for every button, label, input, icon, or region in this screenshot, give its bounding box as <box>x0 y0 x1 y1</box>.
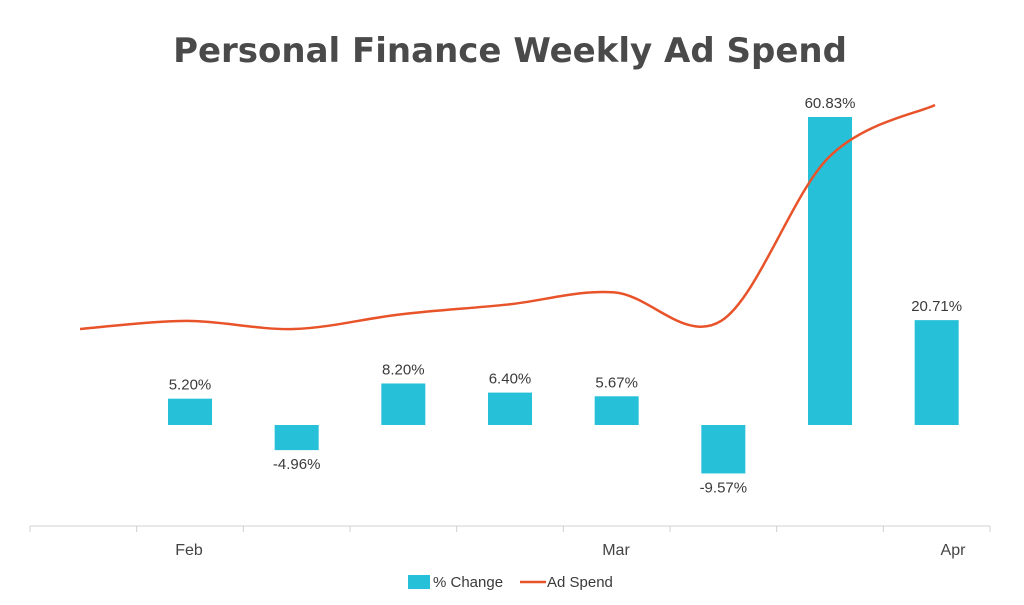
bar <box>914 320 959 425</box>
bar-data-label: 8.20% <box>382 361 425 378</box>
x-tick-label: Apr <box>941 542 967 559</box>
bar-data-label: -9.57% <box>700 479 748 496</box>
x-tick-label: Feb <box>175 542 203 559</box>
bar-data-label: 20.71% <box>911 298 962 315</box>
x-axis <box>29 525 991 532</box>
bar-data-label: 6.40% <box>489 371 532 388</box>
bar-labels: 5.20% -4.96% 8.20% 6.40% 5.67% -9.57% 60.83% 20… <box>169 95 962 496</box>
legend: % Change Ad Spend <box>408 574 613 591</box>
bar-data-label: 5.20% <box>169 377 212 394</box>
legend-swatch-bar <box>408 575 430 589</box>
x-tick-labels: Feb Mar Apr <box>175 542 966 559</box>
bar <box>488 392 532 425</box>
bar-data-label: 60.83% <box>805 95 856 112</box>
bar <box>594 396 639 425</box>
bar <box>808 117 852 425</box>
x-tick-label: Mar <box>602 542 630 559</box>
bar <box>168 398 212 425</box>
chart-title: Personal Finance Weekly Ad Spend <box>173 31 847 71</box>
legend-label-bar: % Change <box>433 574 503 591</box>
bar-data-label: -4.96% <box>273 456 321 473</box>
ad-spend-line <box>79 103 936 331</box>
bar-data-label: 5.67% <box>595 374 638 391</box>
bar-series <box>168 117 959 474</box>
bar <box>381 383 426 425</box>
bar <box>701 425 746 474</box>
bar <box>274 425 319 451</box>
legend-label-line: Ad Spend <box>547 574 613 591</box>
